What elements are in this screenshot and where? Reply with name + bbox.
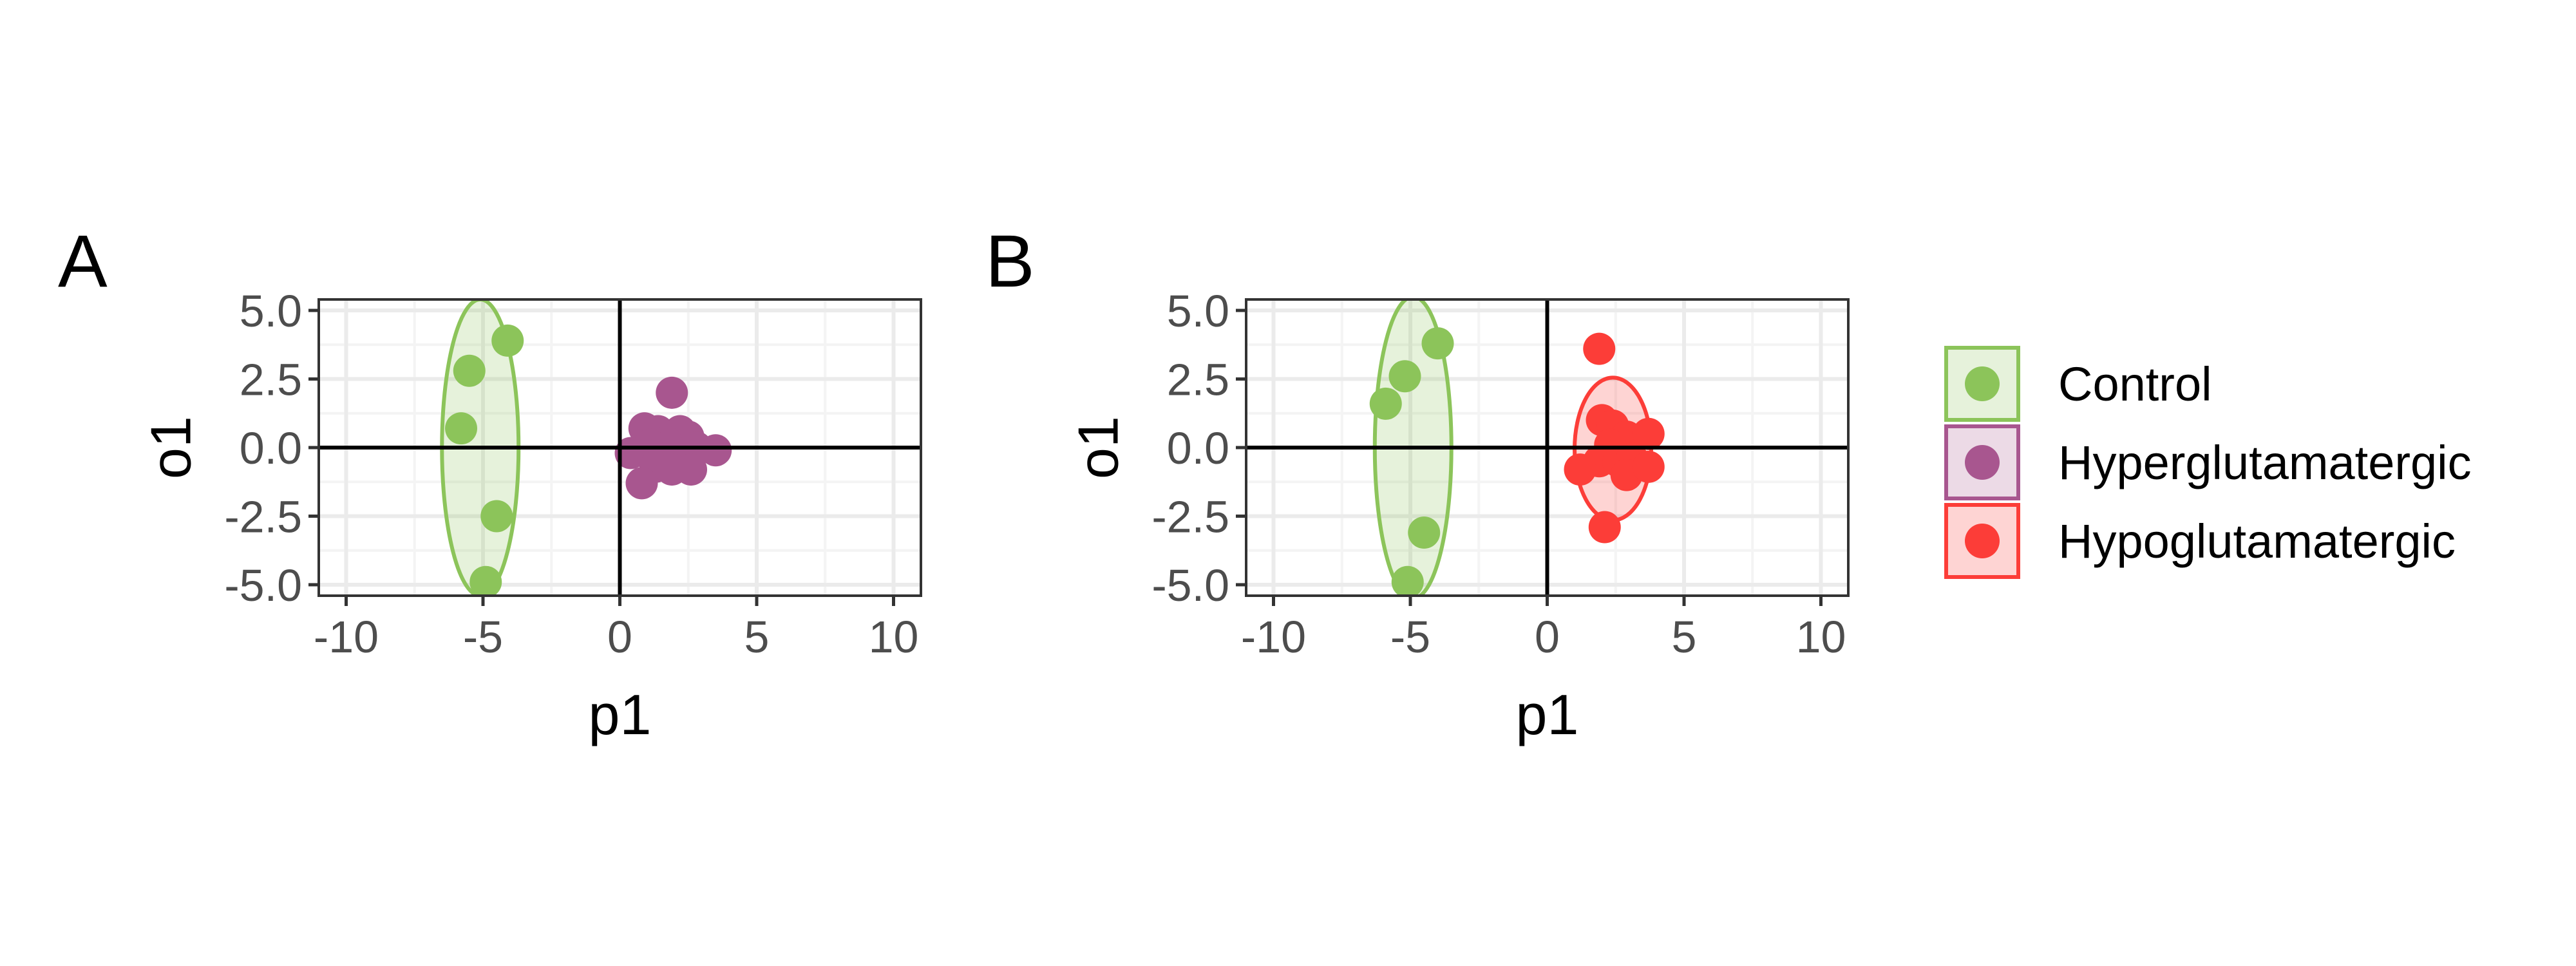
legend-label: Hypoglutamatergic [2058, 515, 2456, 568]
scatter-panel-a: -10 -5 0 5 10 5.0 2.5 0.0 -2.5 -5.0 p1 o1 A [58, 220, 922, 746]
data-point-hypoglutamatergic [1583, 332, 1616, 365]
data-point-control [1391, 565, 1424, 596]
y-tick-label: -2.5 [224, 491, 302, 542]
data-point-control [1388, 360, 1421, 393]
x-tick-label: 0 [607, 612, 632, 662]
y-axis-title: o1 [139, 416, 203, 479]
x-axis-title: p1 [589, 683, 652, 746]
data-point-hyperglutamatergic [625, 467, 658, 500]
data-point-hypoglutamatergic [1588, 511, 1621, 544]
y-axis-title: o1 [1066, 416, 1130, 479]
y-tick-label: 5.0 [240, 286, 302, 336]
data-point-control [480, 500, 513, 533]
y-tick-label: -5.0 [224, 560, 302, 611]
legend-label: Hyperglutamatergic [2058, 436, 2472, 489]
x-tick-label: 10 [1796, 612, 1846, 662]
data-point-control [1408, 516, 1441, 549]
data-point-hyperglutamatergic [656, 453, 688, 486]
data-point-hypoglutamatergic [1632, 417, 1665, 450]
legend-key [1944, 346, 2020, 422]
x-tick-label: -10 [314, 612, 379, 662]
y-tick-label: 0.0 [240, 423, 302, 473]
legend-item-hyperglutamatergic: Hyperglutamatergic [1944, 424, 2472, 500]
legend-key-point [1965, 366, 2000, 401]
legend-key-point [1965, 445, 2000, 480]
data-point-control [453, 354, 486, 387]
y-tick-label: 0.0 [1167, 423, 1229, 473]
data-point-hypoglutamatergic [1564, 453, 1596, 486]
data-point-hyperglutamatergic [699, 434, 732, 467]
panel-tag-b: B [985, 220, 1035, 303]
x-tick-label: 5 [1672, 612, 1697, 662]
data-point-control [491, 324, 524, 357]
scatter-panel-b: -10 -5 0 5 10 5.0 2.5 0.0 -2.5 -5.0 p1 o1 B [985, 220, 1850, 746]
panel-tag-a: A [58, 220, 108, 303]
data-point-control [1421, 327, 1454, 360]
legend-item-control: Control [1944, 346, 2212, 422]
data-point-control [469, 565, 502, 596]
legend-key [1944, 424, 2020, 500]
y-tick-label: 5.0 [1167, 286, 1229, 336]
x-tick-label: -5 [463, 612, 503, 662]
x-axis-title: p1 [1516, 683, 1579, 746]
x-tick-label: -10 [1241, 612, 1306, 662]
x-tick-label: -5 [1390, 612, 1430, 662]
legend-label: Control [2058, 357, 2212, 411]
legend: Control Hyperglutamatergic Hypoglutamaterg… [1944, 346, 2472, 579]
y-tick-label: 2.5 [1167, 355, 1229, 405]
data-point-control [445, 412, 477, 445]
legend-key-point [1965, 524, 2000, 558]
data-point-hyperglutamatergic [656, 376, 688, 409]
y-tick-label: -2.5 [1151, 491, 1229, 542]
legend-item-hypoglutamatergic: Hypoglutamatergic [1944, 503, 2456, 579]
x-tick-label: 5 [744, 612, 770, 662]
data-point-hypoglutamatergic [1632, 450, 1665, 483]
x-tick-label: 0 [1535, 612, 1560, 662]
data-point-control [1369, 387, 1402, 420]
y-tick-label: 2.5 [240, 355, 302, 405]
x-tick-label: 10 [869, 612, 919, 662]
y-tick-label: -5.0 [1151, 560, 1229, 611]
